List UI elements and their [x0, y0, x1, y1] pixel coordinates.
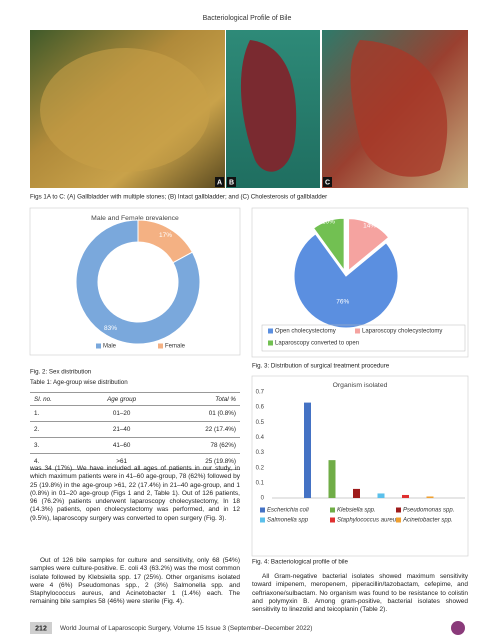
- column-header: Sl. no.: [30, 392, 84, 406]
- page-number: 212: [35, 625, 47, 632]
- slice: [75, 219, 201, 345]
- table-cell: 78 (62%): [159, 437, 240, 454]
- legend-label: Pseudomonas spp.: [403, 508, 454, 514]
- table-cell: 2.: [30, 421, 84, 438]
- data-label: 83%: [104, 325, 117, 332]
- chart-title: Male and Female prevalence: [91, 215, 179, 222]
- data-label: 10%: [322, 219, 335, 226]
- legend-swatch: [260, 507, 265, 513]
- panel-label-box: [227, 177, 236, 187]
- legend-label: Male: [103, 344, 117, 350]
- panel-label: A: [217, 179, 222, 186]
- bar: [377, 493, 385, 498]
- legend-swatch: [355, 328, 360, 334]
- photo-a-stones: [40, 48, 210, 172]
- table-cell: 1.: [30, 405, 84, 422]
- table-cell: 3.: [30, 437, 84, 454]
- table-title: Table 1: Age-group wise distribution: [30, 379, 128, 386]
- legend-label: Klebsiella spp.: [337, 508, 376, 514]
- figure-caption: Fig. 2: Sex distribution: [30, 369, 92, 376]
- data-label: 14%: [363, 223, 376, 230]
- data-label: 17%: [159, 232, 172, 239]
- legend-label: Female: [165, 344, 186, 350]
- panel-label-box: [215, 177, 224, 187]
- photo-c-gallbladder: [350, 40, 448, 177]
- legend-swatch: [268, 328, 273, 334]
- legend-label: Laparoscopy converted to open: [275, 341, 359, 347]
- panel-label-box: [323, 177, 332, 187]
- figure-caption: Figs 1A to C: (A) Gallbladder with multi…: [30, 194, 327, 201]
- y-tick-label: 0.5: [256, 420, 265, 426]
- journal-logo: [451, 621, 465, 635]
- y-tick-label: 0.1: [256, 480, 265, 486]
- legend-swatch: [96, 343, 101, 349]
- y-tick-label: 0: [261, 496, 265, 502]
- paragraph: was 34 (17%). We have included all ages …: [30, 465, 240, 522]
- chart-frame: [251, 375, 469, 557]
- figure-caption: Fig. 3: Distribution of surgical treatme…: [252, 363, 390, 370]
- paragraph: Out of 126 bile samples for culture and …: [30, 557, 240, 606]
- column-header: Total %: [159, 392, 240, 406]
- y-tick-label: 0.6: [256, 405, 265, 411]
- table: Sl. no. Age group Total % 1. 01–20 01 (0.8%) 2…: [30, 392, 240, 470]
- photo-b-gallbladder: [240, 40, 297, 172]
- legend-label: Staphylococcus aureus: [337, 518, 399, 524]
- y-tick-label: 0.2: [256, 465, 265, 471]
- legend-label: Escherichia coli: [267, 508, 309, 514]
- table-cell: >61: [83, 453, 160, 470]
- legend-label: Salmonella spp: [267, 518, 309, 524]
- table-cell: 25 (19.8%): [159, 453, 240, 470]
- paragraph: All Gram-negative bacterial isolates sho…: [252, 573, 468, 614]
- legend-box: [261, 324, 466, 352]
- journal-name: World Journal of Laparoscopic Surgery, V…: [60, 625, 312, 632]
- running-title: Bacteriological Profile of Bile: [203, 15, 292, 22]
- table-cell: 22 (17.4%): [159, 421, 240, 438]
- table-cell: 4.: [30, 453, 84, 470]
- panel-label: B: [229, 179, 234, 186]
- slice: [293, 233, 399, 329]
- y-tick-label: 0.3: [256, 450, 265, 456]
- bar: [426, 496, 434, 498]
- legend-swatch: [158, 343, 163, 349]
- legend-label: Acinetobacter spp.: [402, 518, 453, 524]
- slice: [348, 218, 390, 272]
- slice: [312, 217, 345, 272]
- y-tick-label: 0.4: [256, 435, 265, 441]
- legend-swatch: [396, 507, 401, 513]
- page-number-box: [30, 622, 52, 634]
- table-cell: 41–60: [83, 437, 160, 454]
- bar: [353, 488, 360, 498]
- panel-label: C: [325, 179, 330, 186]
- chart-title: Organism isolated: [333, 382, 388, 389]
- legend-swatch: [260, 517, 265, 523]
- bar: [304, 402, 311, 498]
- figure-caption: Fig. 4: Bacteriological profile of bile: [252, 559, 349, 566]
- table-cell: 01 (0.8%): [159, 405, 240, 422]
- legend-label: Laparoscopy cholecystectomy: [362, 329, 442, 335]
- table-cell: 21–40: [83, 421, 160, 438]
- legend-swatch: [268, 340, 273, 346]
- legend-swatch: [330, 517, 335, 523]
- y-tick-label: 0.7: [256, 390, 265, 396]
- table-cell: 01–20: [83, 405, 160, 422]
- bar: [402, 494, 409, 498]
- column-header: Age group: [83, 392, 160, 406]
- data-label: 76%: [336, 299, 349, 306]
- legend-label: Open cholecystectomy: [275, 329, 336, 335]
- legend-swatch: [396, 517, 401, 523]
- bar: [328, 460, 336, 498]
- legend-swatch: [330, 507, 335, 513]
